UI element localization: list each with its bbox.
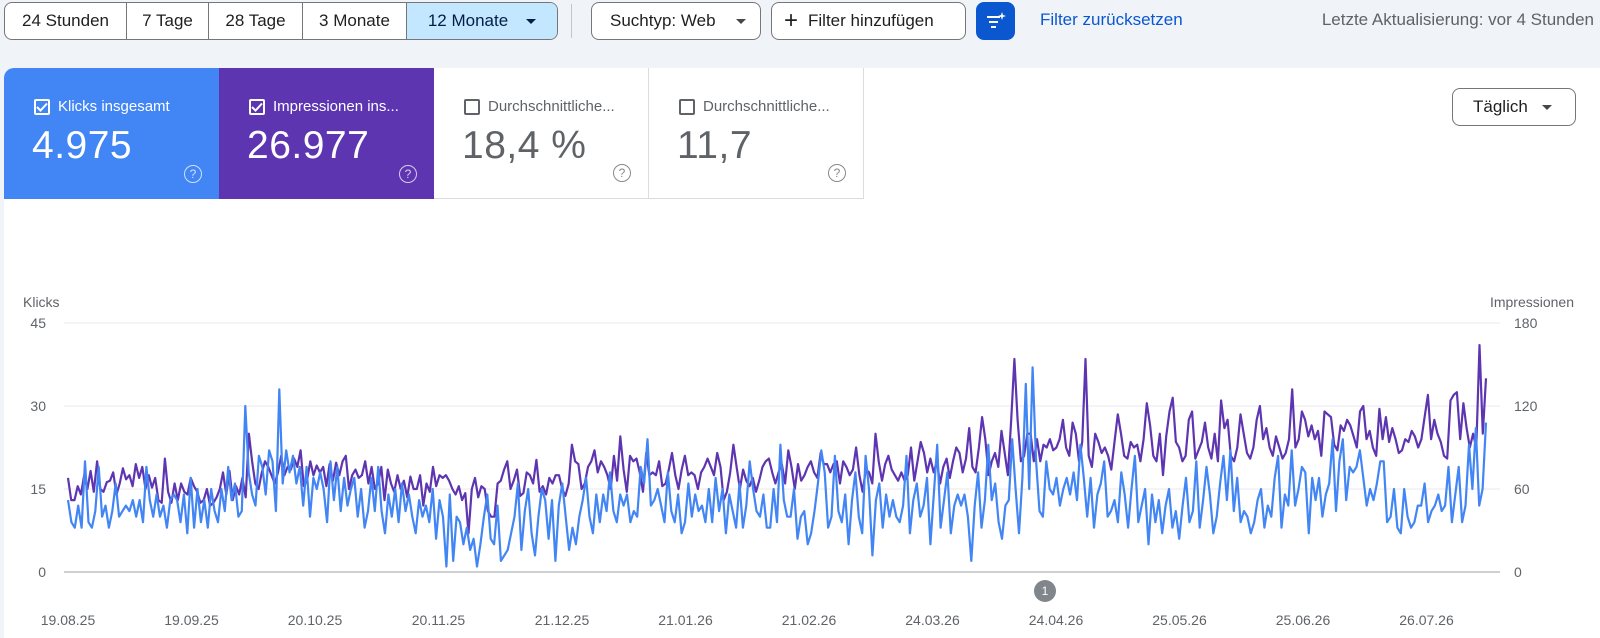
add-filter-label: Filter hinzufügen [808,11,934,30]
right-tick-label: 180 [1514,315,1538,331]
range-24-hours[interactable]: 24 Stunden [5,3,127,39]
divider [571,4,572,38]
add-filter-button[interactable]: + Filter hinzufügen [771,2,966,40]
metric-label: Impressionen ins... [273,98,399,115]
metric-header: Klicks insgesamt [34,98,170,115]
x-tick-label: 25.06.26 [1276,612,1331,628]
range-label: 12 Monate [427,11,509,30]
chevron-down-icon [1541,104,1552,110]
help-icon[interactable]: ? [184,165,202,183]
right-tick-label: 60 [1514,481,1530,497]
checkbox-unchecked-icon[interactable] [464,98,480,115]
metric-label: Durchschnittliche... [703,98,830,115]
chevron-down-icon [526,18,537,24]
help-icon[interactable]: ? [613,164,631,182]
metric-card-ctr[interactable]: Durchschnittliche... 18,4 % ? [434,68,649,199]
plus-icon: + [784,7,799,34]
metric-header: Impressionen ins... [249,98,399,115]
performance-card: Klicks insgesamt 4.975 ? Impressionen in… [4,68,1600,638]
chevron-down-icon [735,18,746,24]
search-type-dropdown[interactable]: Suchtyp: Web [591,2,761,40]
metric-value: 4.975 [32,124,133,167]
x-tick-label: 20.10.25 [288,612,343,628]
help-icon[interactable]: ? [828,164,846,182]
filter-settings-button[interactable] [976,2,1015,40]
metric-header: Durchschnittliche... [679,98,830,115]
filter-sparkle-icon [986,12,1006,28]
x-tick-label: 24.03.26 [905,612,960,628]
range-label: 3 Monate [319,11,390,30]
metric-label: Klicks insgesamt [58,98,170,115]
toolbar: 24 Stunden 7 Tage 28 Tage 3 Monate 12 Mo… [0,0,1600,42]
metric-value: 11,7 [677,124,753,167]
metric-value: 18,4 % [462,124,587,167]
range-28-days[interactable]: 28 Tage [209,3,303,39]
metric-card-position[interactable]: Durchschnittliche... 11,7 ? [649,68,864,199]
left-tick-label: 30 [30,398,46,414]
right-tick-label: 120 [1514,398,1538,414]
metric-value: 26.977 [247,124,370,167]
annotation-badge-label: 1 [1042,584,1049,598]
metric-card-impressions[interactable]: Impressionen ins... 26.977 ? [219,68,434,199]
range-label: 7 Tage [142,11,193,30]
checkbox-unchecked-icon[interactable] [679,98,695,115]
last-update-text: Letzte Aktualisierung: vor 4 Stunden [1321,10,1594,29]
range-label: 28 Tage [225,11,286,30]
metric-header: Durchschnittliche... [464,98,615,115]
x-tick-label: 24.04.26 [1029,612,1084,628]
granularity-label: Täglich [1473,97,1528,116]
right-tick-label: 0 [1514,564,1522,580]
range-12-months[interactable]: 12 Monate [407,3,557,39]
x-tick-label: 19.08.25 [41,612,96,628]
x-tick-label: 21.01.26 [658,612,713,628]
left-tick-label: 45 [30,315,46,331]
right-axis-title: Impressionen [1490,294,1574,310]
checkbox-checked-icon[interactable] [34,98,50,115]
checkbox-checked-icon[interactable] [249,98,265,115]
metric-card-clicks[interactable]: Klicks insgesamt 4.975 ? [4,68,219,199]
search-type-label: Suchtyp: Web [610,11,716,30]
range-3-months[interactable]: 3 Monate [303,3,407,39]
granularity-dropdown[interactable]: Täglich [1452,88,1576,126]
range-7-days[interactable]: 7 Tage [127,3,209,39]
x-tick-label: 20.11.25 [412,612,466,628]
x-tick-label: 19.09.25 [164,612,219,628]
metric-label: Durchschnittliche... [488,98,615,115]
help-icon[interactable]: ? [399,165,417,183]
x-tick-label: 26.07.26 [1399,612,1454,628]
annotation-badge[interactable] [1034,580,1056,602]
left-axis-title: Klicks [23,294,60,310]
series-line-klicks [66,366,1488,568]
x-tick-label: 21.12.25 [535,612,590,628]
left-tick-label: 0 [38,564,46,580]
range-label: 24 Stunden [22,11,109,30]
left-tick-label: 15 [30,481,46,497]
performance-chart[interactable]: 0 15 30 45 0 60 120 180 Klicks Impressionen 19.08.… [4,218,1600,638]
date-range-selector: 24 Stunden 7 Tage 28 Tage 3 Monate 12 Mo… [4,2,558,40]
x-tick-label: 25.05.26 [1152,612,1207,628]
reset-filter-link[interactable]: Filter zurücksetzen [1040,10,1183,29]
x-tick-label: 21.02.26 [782,612,837,628]
